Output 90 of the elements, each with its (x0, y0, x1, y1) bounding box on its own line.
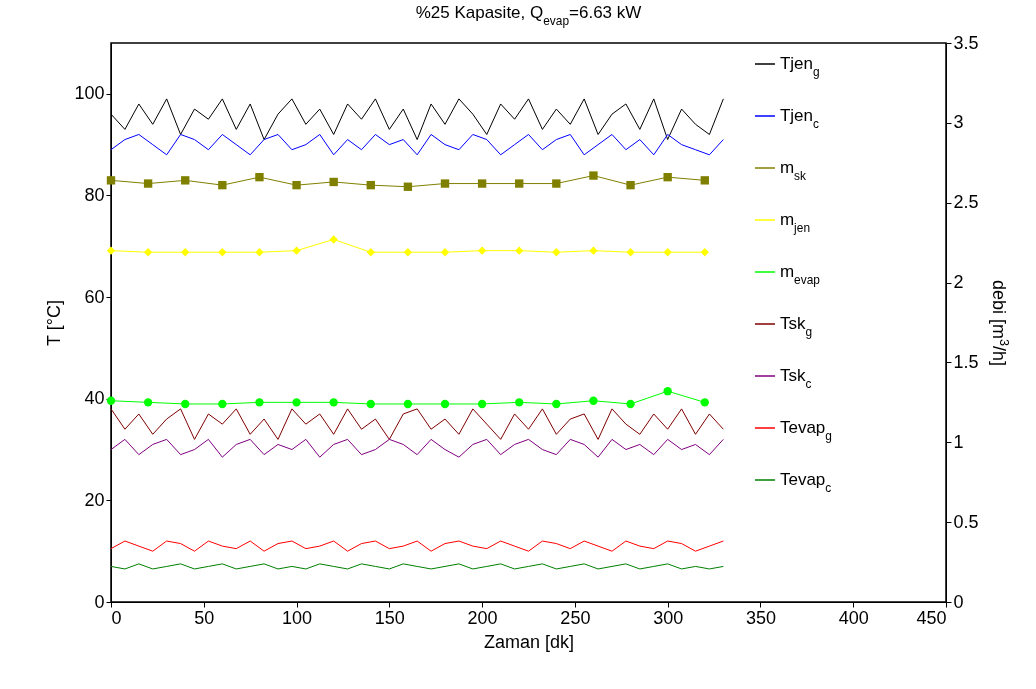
point (552, 399, 561, 409)
legend-label: m$_{evap}$ (779, 262, 821, 287)
point (552, 248, 561, 257)
point (552, 179, 561, 188)
x-tick-label: 200 (467, 607, 498, 628)
point (663, 172, 672, 182)
point (700, 248, 709, 257)
y-tick-label: 80 (84, 184, 105, 205)
y2-tick-label: 1 (953, 431, 964, 452)
point (626, 180, 635, 190)
point (181, 248, 190, 257)
y2-tick-label: 0.5 (953, 511, 979, 532)
point (589, 171, 598, 180)
legend-label: Tjen$_{c}$ (779, 106, 820, 131)
line-series (110, 540, 724, 552)
point (477, 399, 487, 409)
y2-tick-label: 1.5 (953, 351, 979, 372)
x-axis-title: Zaman [dk] (483, 631, 575, 652)
point (366, 248, 375, 257)
point (700, 176, 709, 185)
y-axis-title: T [°C] (44, 300, 65, 346)
point (515, 179, 524, 188)
line-series (110, 438, 724, 458)
point (663, 248, 672, 257)
legend-label: Tsk$_{g}$ (779, 314, 813, 339)
point (218, 248, 227, 257)
point (663, 387, 672, 396)
y-tick-label: 100 (74, 83, 105, 104)
point (477, 179, 487, 188)
point (292, 398, 301, 407)
point (626, 248, 635, 257)
point (329, 398, 338, 407)
point (292, 180, 301, 190)
point (440, 248, 450, 257)
x-tick-label: 100 (282, 607, 313, 628)
y2-tick-label: 3.5 (953, 32, 979, 53)
y2-tick-label: 3 (953, 112, 964, 133)
point (181, 176, 190, 185)
x-tick-label: 450 (916, 607, 947, 628)
x-tick-label: 400 (838, 607, 869, 628)
point (477, 246, 487, 255)
line-series (110, 133, 724, 156)
y-tick-label: 20 (84, 489, 105, 510)
point (255, 248, 264, 257)
point (403, 248, 413, 257)
point (181, 399, 190, 409)
point (292, 246, 301, 255)
point (218, 399, 227, 409)
point (515, 398, 524, 407)
point (589, 396, 598, 405)
y2-tick-label: 2 (953, 272, 964, 293)
point (143, 179, 153, 188)
legend-label: m$_{jen}$ (779, 210, 810, 235)
y2-tick-label: 0 (953, 591, 964, 612)
x-tick-label: 300 (653, 607, 684, 628)
legend-label: Tevap$_{c}$ (779, 470, 832, 495)
point (255, 172, 264, 182)
point (143, 248, 153, 257)
x-tick-label: 0 (111, 607, 122, 628)
y-tick-label: 40 (84, 388, 105, 409)
point (440, 179, 450, 188)
x-tick-label: 250 (560, 607, 591, 628)
point (143, 398, 153, 407)
point (366, 399, 375, 409)
legend-label: Tjen$_{g}$ (779, 54, 820, 79)
point (626, 399, 635, 409)
point (106, 176, 116, 185)
point (403, 182, 413, 191)
point (589, 246, 598, 255)
point (403, 399, 413, 409)
point (255, 398, 264, 407)
point (106, 396, 116, 405)
legend-label: m$_{sk}$ (779, 158, 807, 183)
point (218, 180, 227, 190)
y-tick-label: 0 (94, 591, 105, 612)
x-tick-label: 350 (745, 607, 776, 628)
point (366, 180, 375, 190)
y2-tick-label: 2.5 (953, 192, 979, 213)
point (329, 177, 338, 187)
legend-label: Tevap$_{g}$ (779, 418, 832, 443)
point (106, 246, 116, 255)
x-tick-label: 50 (194, 607, 215, 628)
x-tick-label: 150 (374, 607, 405, 628)
point (700, 398, 709, 407)
point (515, 246, 524, 255)
y-tick-label: 60 (84, 286, 105, 307)
point (329, 235, 338, 244)
chart-title: %25 Kapasite, Q$_{evap}$=6.63 kW (415, 3, 642, 28)
legend-label: Tsk$_{c}$ (779, 366, 812, 391)
point (440, 399, 450, 409)
